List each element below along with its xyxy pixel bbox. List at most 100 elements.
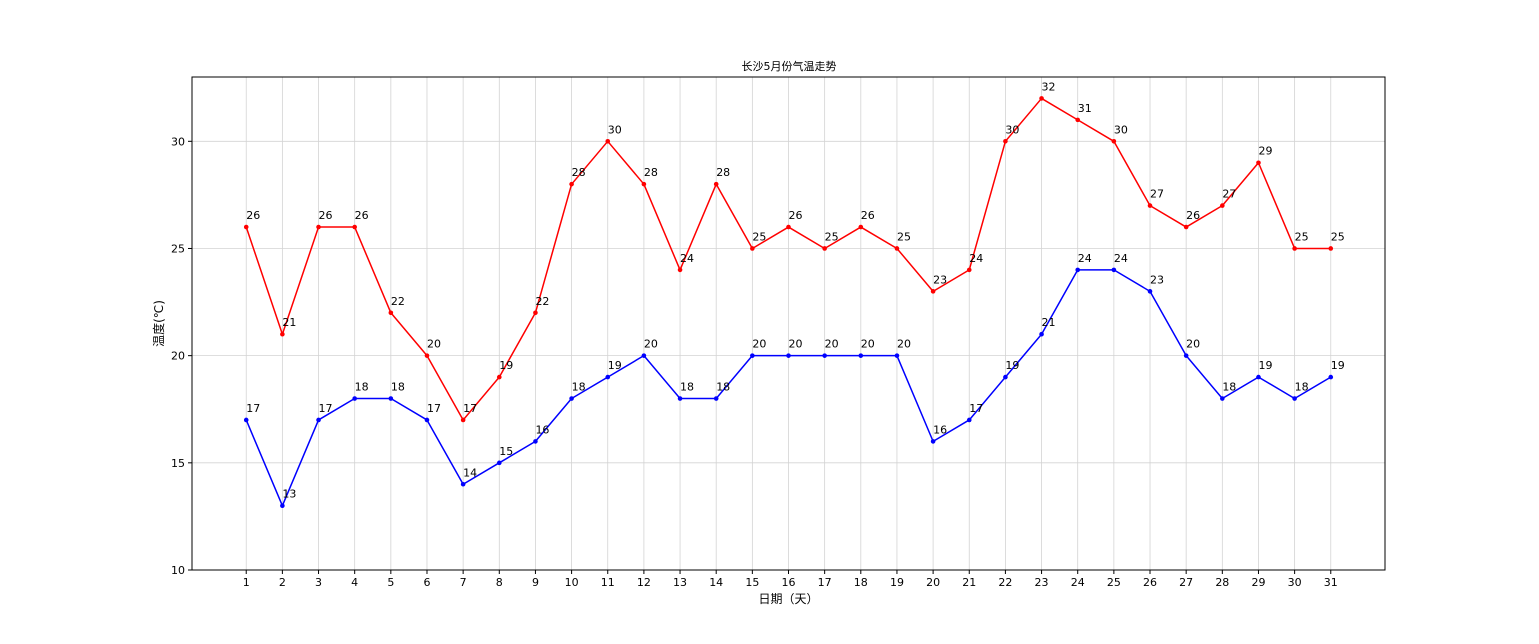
data-label: 15 bbox=[499, 445, 513, 458]
data-label: 27 bbox=[1150, 188, 1164, 201]
data-point bbox=[894, 246, 900, 251]
data-label: 26 bbox=[246, 209, 260, 222]
data-label: 23 bbox=[1150, 273, 1164, 286]
x-tick-label: 3 bbox=[315, 576, 322, 589]
data-label: 19 bbox=[608, 359, 622, 372]
data-label: 26 bbox=[1186, 209, 1200, 222]
x-tick-label: 31 bbox=[1324, 576, 1338, 589]
x-tick-label: 26 bbox=[1143, 576, 1157, 589]
data-label: 20 bbox=[789, 338, 803, 351]
data-point bbox=[243, 224, 249, 230]
data-point bbox=[1147, 289, 1153, 294]
data-point bbox=[388, 396, 394, 401]
x-tick-label: 7 bbox=[460, 576, 467, 589]
x-tick-label: 22 bbox=[998, 576, 1012, 589]
data-label: 25 bbox=[897, 230, 911, 243]
data-point bbox=[533, 439, 538, 444]
data-label: 31 bbox=[1078, 102, 1092, 115]
data-label: 20 bbox=[897, 338, 911, 351]
data-label: 26 bbox=[789, 209, 803, 222]
y-tick-label: 25 bbox=[171, 242, 185, 255]
x-tick-label: 15 bbox=[745, 576, 759, 589]
data-label: 28 bbox=[644, 166, 658, 179]
data-point bbox=[1039, 96, 1044, 101]
data-point bbox=[641, 181, 647, 187]
data-point bbox=[786, 224, 791, 230]
y-axis-title: 温度(℃) bbox=[151, 300, 166, 347]
x-axis-title: 日期（天） bbox=[758, 592, 818, 606]
data-point bbox=[280, 503, 285, 508]
data-point bbox=[1003, 374, 1008, 380]
x-tick-label: 4 bbox=[351, 576, 358, 589]
data-point bbox=[1256, 160, 1261, 166]
x-tick-label: 8 bbox=[496, 576, 503, 589]
data-point bbox=[786, 353, 791, 358]
data-label: 21 bbox=[1042, 316, 1056, 329]
data-label: 22 bbox=[391, 295, 405, 308]
data-label: 23 bbox=[933, 273, 947, 286]
data-label: 18 bbox=[680, 381, 694, 394]
x-tick-label: 17 bbox=[818, 576, 832, 589]
series-layer bbox=[243, 96, 1334, 508]
data-point bbox=[677, 267, 683, 273]
data-point bbox=[496, 460, 502, 466]
data-label: 30 bbox=[1005, 123, 1019, 136]
data-label: 24 bbox=[969, 252, 983, 265]
data-point bbox=[713, 181, 719, 187]
x-tick-label: 12 bbox=[637, 576, 651, 589]
y-tick-label: 15 bbox=[171, 457, 185, 470]
data-point bbox=[713, 396, 719, 401]
data-label: 19 bbox=[1331, 359, 1345, 372]
data-label: 19 bbox=[1005, 359, 1019, 372]
data-point bbox=[569, 181, 574, 187]
x-tick-label: 23 bbox=[1035, 576, 1049, 589]
data-label: 16 bbox=[933, 423, 947, 436]
data-point bbox=[352, 224, 357, 230]
data-label: 18 bbox=[572, 381, 586, 394]
data-point bbox=[388, 310, 394, 316]
data-label: 18 bbox=[1222, 381, 1236, 394]
x-tick-label: 5 bbox=[387, 576, 394, 589]
data-label: 17 bbox=[969, 402, 983, 415]
data-label: 25 bbox=[825, 230, 839, 243]
data-point bbox=[1075, 117, 1081, 123]
data-point bbox=[966, 417, 972, 423]
data-point bbox=[1328, 246, 1334, 251]
data-label: 16 bbox=[535, 423, 549, 436]
y-tick-label: 10 bbox=[171, 564, 185, 577]
data-point bbox=[1292, 246, 1297, 251]
data-point bbox=[280, 331, 285, 337]
data-label: 26 bbox=[861, 209, 875, 222]
data-label: 18 bbox=[391, 381, 405, 394]
data-point bbox=[1003, 139, 1008, 144]
data-point bbox=[1183, 353, 1189, 358]
data-point bbox=[822, 246, 827, 251]
data-label: 28 bbox=[572, 166, 586, 179]
x-tick-label: 30 bbox=[1288, 576, 1302, 589]
x-tick-label: 25 bbox=[1107, 576, 1121, 589]
data-label: 20 bbox=[1186, 338, 1200, 351]
data-point bbox=[243, 417, 249, 423]
data-label: 19 bbox=[1258, 359, 1272, 372]
x-tick-label: 14 bbox=[709, 576, 723, 589]
x-tick-label: 24 bbox=[1071, 576, 1085, 589]
data-label: 30 bbox=[608, 123, 622, 136]
point-labels: 26 21 26 26 22 20 17 19 22 28 30 28 24 28 25 26 25 26 25 23… bbox=[246, 80, 1345, 500]
chart-title: 长沙5月份气温走势 bbox=[742, 59, 837, 73]
data-point bbox=[930, 289, 936, 294]
data-point bbox=[822, 353, 827, 358]
data-point bbox=[894, 353, 900, 358]
data-point bbox=[605, 374, 611, 380]
data-point bbox=[1147, 203, 1153, 208]
x-tick-label: 19 bbox=[890, 576, 904, 589]
data-label: 14 bbox=[463, 466, 477, 479]
x-tick-label: 18 bbox=[854, 576, 868, 589]
y-tick-label: 20 bbox=[171, 350, 185, 363]
data-label: 25 bbox=[752, 230, 766, 243]
data-label: 20 bbox=[825, 338, 839, 351]
data-point bbox=[1111, 267, 1117, 273]
data-point bbox=[496, 374, 502, 380]
data-point bbox=[930, 439, 936, 444]
data-label: 30 bbox=[1114, 123, 1128, 136]
